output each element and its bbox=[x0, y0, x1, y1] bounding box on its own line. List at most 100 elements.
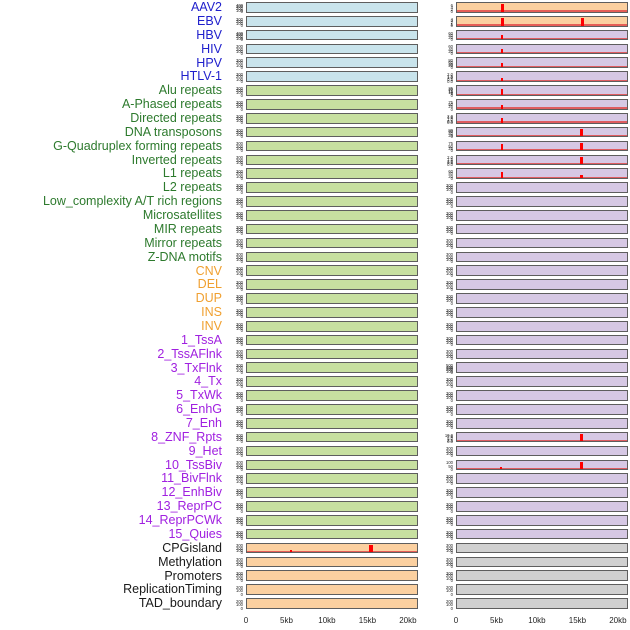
ytick-label: 300 bbox=[446, 266, 453, 272]
ytick-label: 300 bbox=[446, 252, 453, 258]
ytick-label: 200 bbox=[236, 143, 243, 149]
left-panel-methylation bbox=[246, 556, 418, 568]
data-bar-0 bbox=[500, 17, 505, 26]
right-panel-cpgisland bbox=[456, 542, 628, 554]
ytick-label: 50 bbox=[448, 143, 453, 149]
data-bar-0 bbox=[580, 129, 584, 137]
ytick-label: 300 bbox=[236, 196, 243, 202]
ytick-label: 0 bbox=[240, 245, 243, 251]
ytick-label: 0 bbox=[450, 175, 453, 181]
data-bar-1 bbox=[580, 174, 583, 179]
ytick-label: 0 bbox=[240, 203, 243, 209]
ytick-label: 0 bbox=[450, 591, 453, 597]
ytick-label: 200 bbox=[236, 129, 243, 135]
ytick-label: 300 bbox=[446, 488, 453, 494]
panel-baseline bbox=[457, 107, 627, 109]
ytick-label: 100 bbox=[446, 215, 453, 221]
ytick-label: 0 bbox=[240, 356, 243, 362]
left-panel-del bbox=[246, 279, 418, 290]
ytick-label: 0 bbox=[450, 453, 453, 459]
row-label-cpgisland: CPGisland bbox=[162, 540, 222, 555]
ytick-label: 300 bbox=[236, 72, 243, 78]
ytick-label: 200 bbox=[236, 476, 243, 482]
ytick-label: 200 bbox=[236, 531, 243, 537]
ytick-label: 0 bbox=[450, 217, 453, 223]
ytick-label: 300 bbox=[446, 335, 453, 341]
ytick-label: 0 bbox=[240, 64, 243, 70]
ytick-label: 300 bbox=[236, 183, 243, 189]
row-label-14-reprpcwk: 14_ReprPCWk bbox=[138, 513, 222, 528]
ytick-label: 300 bbox=[236, 543, 243, 549]
left-panel-alu-repeats bbox=[246, 85, 418, 96]
right-panel-alu-repeats bbox=[456, 85, 628, 96]
panel-baseline bbox=[457, 10, 627, 12]
data-bar-0 bbox=[500, 144, 504, 151]
ytick-label: 200 bbox=[236, 157, 243, 163]
ytick-label: 100 bbox=[236, 506, 243, 512]
ytick-label: 60 bbox=[448, 129, 453, 135]
right-panel-12-enhbiv bbox=[456, 487, 628, 498]
ytick-label: 100 bbox=[446, 534, 453, 540]
ytick-label: 300 bbox=[446, 183, 453, 189]
ytick-label: 200 bbox=[446, 531, 453, 537]
row-label-del: DEL bbox=[197, 277, 222, 292]
ytick-label: 200 bbox=[236, 254, 243, 260]
ytick-label: 20 bbox=[448, 34, 453, 40]
ytick-label: 200 bbox=[236, 585, 243, 591]
ytick-label: 200 bbox=[446, 212, 453, 218]
ytick-label: 100 bbox=[446, 423, 453, 429]
ytick-label: 100 bbox=[236, 561, 243, 567]
left-panel-cpgisland bbox=[246, 542, 418, 554]
ytick-label: 100 bbox=[236, 450, 243, 456]
ytick-label: 200 bbox=[446, 367, 453, 373]
ytick-label: 300 bbox=[236, 349, 243, 355]
right-panel-13-reprpc bbox=[456, 501, 628, 512]
ytick-label: 300 bbox=[446, 515, 453, 521]
ytick-label: 0.5 bbox=[447, 160, 453, 166]
ytick-label: 300 bbox=[236, 460, 243, 466]
left-panel-ebv bbox=[246, 15, 418, 27]
ytick-label: 300 bbox=[236, 307, 243, 313]
panel-baseline bbox=[457, 24, 627, 26]
ytick-label: 300 bbox=[446, 321, 453, 327]
ytick-label: 100 bbox=[236, 256, 243, 262]
ytick-label: 200 bbox=[446, 407, 453, 413]
left-panel-tad-boundary bbox=[246, 598, 418, 609]
ytick-label: 1 bbox=[450, 21, 453, 27]
ytick-label: 100 bbox=[236, 21, 243, 27]
ytick-label: 200 bbox=[236, 379, 243, 385]
ytick-label: 100 bbox=[236, 353, 243, 359]
row-label-mir-repeats: MIR repeats bbox=[153, 221, 222, 236]
data-bar-1 bbox=[580, 18, 585, 26]
ytick-label: 300 bbox=[236, 529, 243, 535]
ytick-label: 200 bbox=[236, 296, 243, 302]
ytick-label: 200 bbox=[446, 199, 453, 205]
ytick-label: 200 bbox=[446, 240, 453, 246]
ytick-label: 200 bbox=[236, 88, 243, 94]
ytick-label: 100 bbox=[446, 353, 453, 359]
row-label-htlv-1: HTLV-1 bbox=[180, 69, 222, 84]
ytick-label: 300 bbox=[236, 32, 243, 38]
ytick-label: 0 bbox=[240, 425, 243, 431]
ytick-label: 300 bbox=[236, 127, 243, 133]
ytick-label: 300 bbox=[236, 390, 243, 396]
xtick-label: 20kb bbox=[609, 616, 627, 625]
left-panel-microsatellites bbox=[246, 209, 418, 221]
ytick-label: 200 bbox=[446, 573, 453, 579]
ytick-label: 0 bbox=[450, 245, 453, 251]
left-panel-15-quies bbox=[246, 528, 418, 540]
ytick-label: 300 bbox=[236, 44, 243, 50]
ytick-label: 100 bbox=[236, 602, 243, 608]
ytick-label: 100 bbox=[236, 588, 243, 594]
ytick-label: 0 bbox=[450, 550, 453, 556]
panel-baseline bbox=[457, 51, 627, 54]
ytick-label: 0 bbox=[240, 494, 243, 500]
ytick-label: 300 bbox=[236, 224, 243, 230]
ytick-label: 100 bbox=[236, 145, 243, 151]
ytick-label: 100 bbox=[236, 395, 243, 401]
ytick-label: 0 bbox=[240, 508, 243, 514]
ytick-label: 0 bbox=[240, 466, 243, 472]
ytick-label: 50 bbox=[448, 102, 453, 108]
panel-baseline bbox=[457, 93, 627, 95]
ytick-label: 300 bbox=[446, 280, 453, 286]
